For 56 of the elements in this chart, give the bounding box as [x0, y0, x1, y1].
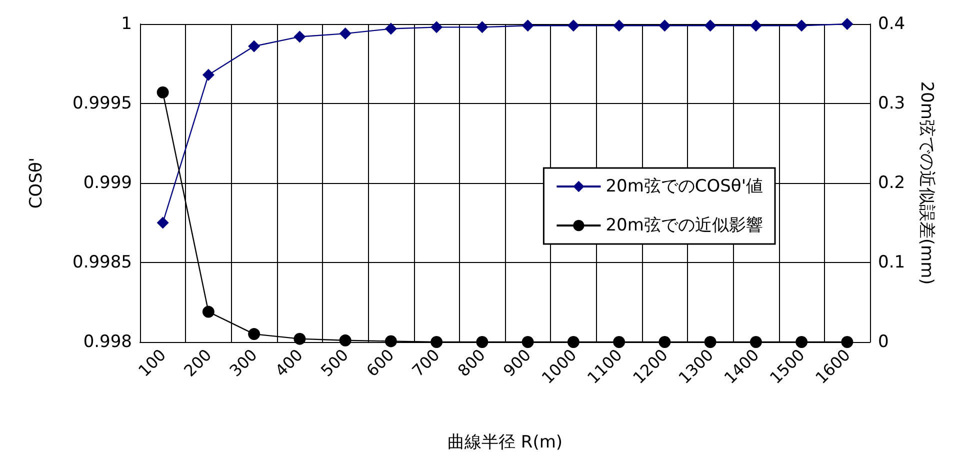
point: [658, 336, 671, 348]
point: [567, 20, 580, 32]
y-tick-label: 0.998: [83, 332, 132, 352]
point: [658, 20, 671, 32]
point: [156, 86, 169, 98]
y2-tick-label: 0.2: [878, 173, 906, 193]
point: [202, 68, 214, 81]
y2-axis-title: 20m弦での近似誤差(mm): [916, 81, 936, 285]
y2-tick-label: 0.3: [878, 94, 906, 114]
point: [294, 332, 306, 345]
point: [156, 216, 169, 229]
point: [339, 28, 352, 40]
y-tick-label: 0.9985: [72, 252, 132, 272]
point: [613, 20, 626, 32]
y-tick-label: 0.999: [83, 173, 132, 193]
point: [704, 20, 716, 32]
y2-tick-label: 0.4: [878, 14, 906, 34]
point: [522, 20, 534, 32]
x-tick-label: 200: [180, 345, 216, 380]
point: [841, 18, 854, 30]
point: [567, 336, 580, 348]
x-tick-label: 500: [317, 345, 352, 380]
point: [248, 328, 260, 340]
point: [796, 336, 808, 348]
point: [430, 21, 443, 34]
legend-label: 20m弦での近似影響: [606, 216, 763, 236]
point: [841, 336, 854, 348]
point: [476, 336, 488, 348]
point: [384, 22, 397, 35]
point: [522, 336, 534, 348]
point: [339, 334, 352, 346]
x-tick-label: 700: [408, 345, 444, 380]
point: [476, 21, 488, 34]
point: [796, 20, 808, 32]
x-tick-label: 900: [500, 345, 535, 380]
y-tick-label: 0.9995: [72, 94, 132, 114]
legend-label: 20m弦でのCOSθ'値: [606, 176, 764, 196]
x-tick-label: 100: [134, 345, 170, 380]
y-axis-title: COSθ': [26, 157, 46, 209]
point: [750, 20, 762, 32]
point: [430, 336, 443, 348]
y2-tick-label: 0.1: [878, 252, 906, 272]
point: [750, 336, 762, 348]
point: [613, 336, 626, 348]
point: [704, 336, 716, 348]
x-tick-label: 400: [271, 345, 306, 380]
x-axis-title: 曲線半径 R(m): [447, 432, 563, 452]
y2-tick-label: 0: [878, 332, 889, 352]
x-tick-label: 300: [226, 345, 261, 380]
x-tick-label: 600: [362, 345, 398, 380]
point: [202, 306, 214, 318]
y-tick-label: 1: [121, 14, 132, 34]
point: [384, 335, 397, 348]
point: [248, 40, 260, 52]
point: [294, 30, 306, 43]
x-tick-label: 800: [454, 345, 489, 380]
